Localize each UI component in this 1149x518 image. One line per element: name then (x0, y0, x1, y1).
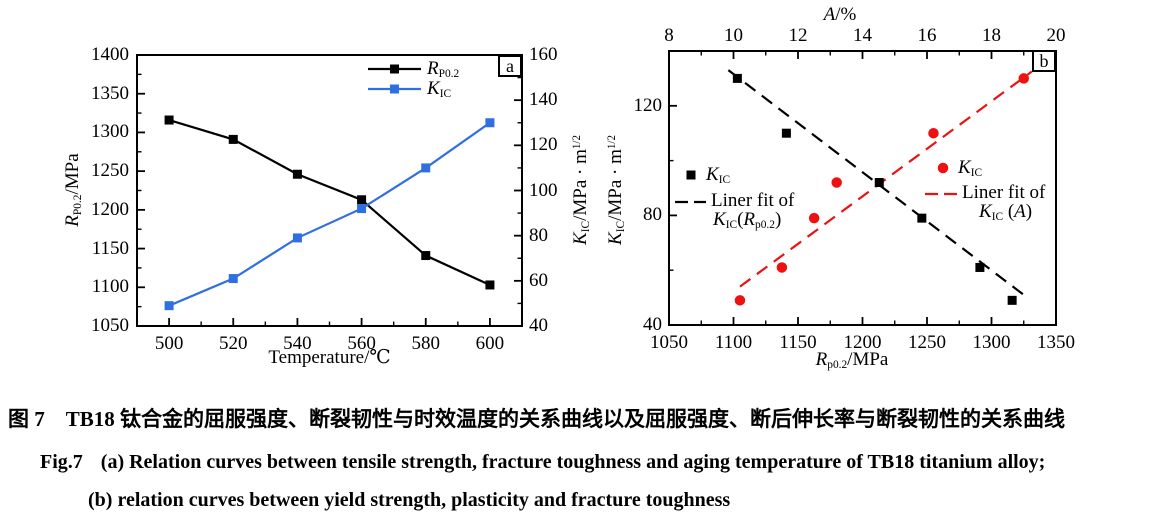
data-point-square (390, 64, 399, 74)
data-point-square (874, 178, 884, 188)
chart-b-xbottom-tick-label: 1250 (908, 332, 946, 353)
chart-b-xbottom-tick-label: 1350 (1037, 332, 1075, 353)
chart-a-yleft-tick-label: 1400 (91, 44, 129, 66)
chart-a-x-tick-label: 600 (475, 333, 505, 354)
chart-a-x-tick-label: 500 (154, 333, 184, 354)
chart-a-yright-tick-label: 80 (529, 224, 548, 246)
data-point-square (390, 84, 399, 94)
data-point-square (228, 274, 238, 284)
caption-english-line1: Fig.7 (a) Relation curves between tensile… (40, 451, 1045, 474)
caption-en-line1-text: (a) Relation curves between tensile stre… (100, 451, 1046, 473)
data-point-square (164, 115, 174, 125)
chart-b-xbottom-tick-label: 1150 (779, 332, 817, 353)
chart-b-xtop-tick-label: 8 (664, 25, 674, 47)
chart-a-yright-tick-label: 120 (529, 134, 558, 156)
data-point-square (781, 128, 791, 138)
charts-canvas (136, 50, 1057, 327)
data-point-circle (1018, 73, 1029, 84)
chart-b-y-tick-label: 80 (643, 204, 662, 226)
data-point-circle (928, 127, 939, 139)
chart-b-xtop-axis-title: A/% (823, 4, 857, 26)
chart-a-yleft-tick-label: 1050 (91, 315, 129, 337)
data-point-square (357, 195, 367, 205)
chart-a-yright-tick-label: 60 (529, 269, 548, 291)
data-point-square (917, 213, 927, 223)
chart-b-xtop-tick-label: 16 (917, 25, 937, 47)
chart-b-xbottom-tick-label: 1100 (714, 332, 753, 353)
caption-chinese: 图 7 TB18 钛合金的屈服强度、断裂韧性与时效温度的关系曲线以及屈服强度、断… (8, 407, 1066, 431)
chart-a-yleft-axis-title: RP0.2/MPa (62, 153, 85, 227)
chart-b-xtop-tick-label: 14 (853, 25, 872, 47)
data-point-circle (937, 162, 949, 174)
data-point-square (164, 301, 174, 311)
data-point-square (357, 204, 367, 214)
chart-b-legend-red-fit-line1: Liner fit of (962, 182, 1046, 204)
chart-a-x-axis-title: Temperature/℃ (268, 347, 391, 368)
chart-b-xbottom-tick-label: 1050 (650, 332, 688, 353)
chart-a-series-line-1 (168, 121, 491, 307)
chart-b-legend-red-marker-label: KIC (958, 157, 983, 180)
chart-a-x-tick-label: 580 (411, 333, 441, 354)
chart-b-y-tick-label: 120 (633, 94, 663, 116)
data-point-square (421, 251, 431, 261)
chart-b-legend-black-fit-line1: Liner fit of (711, 190, 795, 212)
chart-a-series-line-0 (168, 118, 491, 286)
chart-b-xtop-tick-label: 12 (788, 25, 808, 47)
chart-a-x-tick-label: 560 (347, 333, 376, 354)
data-point-square (975, 262, 985, 272)
data-point-circle (831, 177, 842, 188)
chart-b-xtop-tick-label: 18 (982, 25, 1001, 47)
chart-b-y-tick-label: 40 (643, 314, 662, 336)
chart-a-yleft-tick-label: 1350 (91, 82, 129, 104)
chart-b-xbottom-tick-label: 1300 (972, 332, 1011, 353)
caption-english-line2: (b) relation curves between yield streng… (88, 489, 731, 511)
chart-a-x-tick-label: 520 (219, 333, 248, 354)
chart-a (136, 54, 523, 327)
chart-a-legend-label-0: RP0.2 (427, 58, 460, 81)
chart-a-yright-tick-label: 100 (529, 179, 558, 201)
data-point-square (421, 163, 431, 173)
data-point-square (485, 280, 495, 290)
chart-a-yright-tick-label: 160 (529, 44, 558, 66)
chart-b-legend-black-marker-label: KIC (706, 164, 731, 187)
chart-a-x-tick-label: 540 (283, 333, 312, 354)
chart-b-legend-red-fit-line2: KIC (A) (979, 201, 1033, 224)
chart-a-legend-label-1: KIC (427, 78, 452, 101)
data-point-square (1007, 295, 1017, 305)
chart-b-legend-black-fit-line2: KIC(Rp0.2) (713, 209, 782, 232)
chart-a-yleft-tick-label: 1300 (91, 121, 129, 143)
data-point-square (686, 170, 696, 180)
panel-label-a: a (498, 55, 522, 77)
chart-a-yleft-tick-label: 1200 (91, 198, 129, 220)
chart-b-fit-line-1 (739, 70, 1033, 288)
chart-a-yleft-tick-label: 1150 (91, 237, 129, 259)
chart-text-layer: 500 520 540 560 580 600 1050 1100 1150 1200 1250 13… (62, 4, 1075, 372)
data-point-square (228, 134, 238, 144)
data-point-circle (808, 212, 820, 224)
data-point-square (732, 73, 742, 83)
chart-b (668, 50, 1057, 326)
data-point-circle (776, 262, 788, 273)
chart-b-xbottom-tick-label: 1200 (843, 332, 882, 353)
caption-fig-label: Fig.7 (40, 451, 83, 473)
panel-label-b: b (1032, 50, 1056, 72)
chart-b-xbottom-axis-title: Rp0.2/MPa (815, 349, 889, 372)
data-point-square (292, 169, 302, 179)
data-point-square (292, 233, 302, 243)
data-point-circle (734, 295, 746, 306)
chart-a-yleft-tick-label: 1100 (91, 276, 129, 298)
chart-a-yright-tick-label: 40 (529, 315, 548, 337)
chart-b-y-axis-title: KIC/MPa · m1/2 (605, 135, 628, 245)
chart-a-yright-axis-title: KIC/MPa · m1/2 (570, 135, 593, 245)
chart-b-xtop-tick-label: 10 (724, 25, 743, 47)
chart-a-yleft-tick-label: 1250 (91, 160, 129, 182)
chart-b-xtop-tick-label: 20 (1046, 25, 1066, 47)
chart-a-yright-tick-label: 140 (529, 89, 558, 111)
data-point-square (485, 118, 495, 128)
